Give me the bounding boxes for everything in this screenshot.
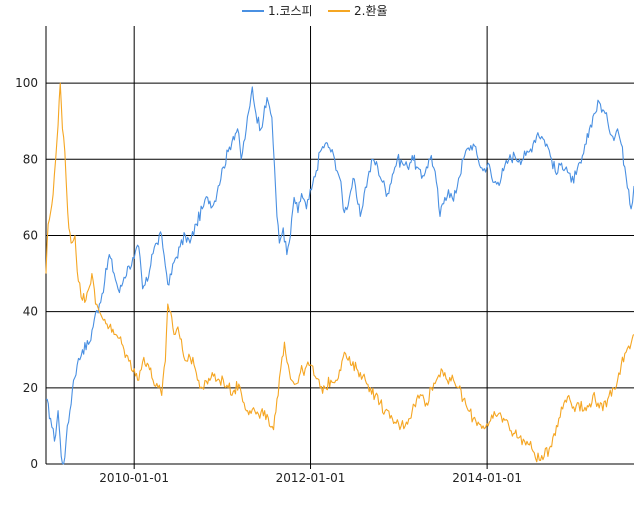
legend-label: 2.환율 xyxy=(354,4,388,18)
x-tick-label: 2014-01-01 xyxy=(452,471,522,485)
legend-label: 1.코스피 xyxy=(268,4,313,18)
y-tick-label: 60 xyxy=(23,228,38,242)
axes: 0 20 40 60 80 100 2010-01-01 2012-01-01 2014-01-… xyxy=(15,26,634,485)
y-tick-label: 80 xyxy=(23,152,38,166)
series-line-2 xyxy=(45,82,634,463)
y-tick-label: 40 xyxy=(23,305,38,319)
legend-item-1[interactable]: 1.코스피 xyxy=(242,4,313,18)
series-lines xyxy=(45,82,634,465)
x-tick-label: 2012-01-01 xyxy=(276,471,346,485)
y-tick-label: 0 xyxy=(30,457,38,471)
legend[interactable]: 1.코스피 2.환율 xyxy=(242,4,388,18)
y-tick-label: 20 xyxy=(23,381,38,395)
y-tick-label: 100 xyxy=(15,76,38,90)
legend-item-2[interactable]: 2.환율 xyxy=(328,4,388,18)
grid xyxy=(46,26,634,469)
series-line-1 xyxy=(45,86,634,465)
x-tick-label: 2010-01-01 xyxy=(99,471,169,485)
